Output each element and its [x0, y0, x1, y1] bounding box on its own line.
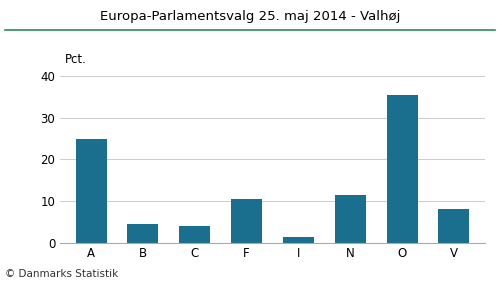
Text: Pct.: Pct.: [65, 53, 87, 66]
Text: Europa-Parlamentsvalg 25. maj 2014 - Valhøj: Europa-Parlamentsvalg 25. maj 2014 - Val…: [100, 10, 400, 23]
Bar: [334, 195, 366, 243]
Bar: [438, 209, 470, 243]
Text: © Danmarks Statistik: © Danmarks Statistik: [5, 269, 118, 279]
Bar: [386, 95, 418, 243]
Bar: [179, 226, 210, 243]
Bar: [76, 139, 106, 243]
Bar: [128, 224, 158, 243]
Bar: [231, 199, 262, 243]
Bar: [283, 237, 314, 243]
